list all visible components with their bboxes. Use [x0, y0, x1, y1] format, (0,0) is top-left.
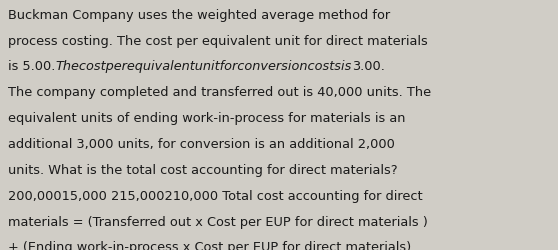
Text: additional 3,000 units, for conversion is an additional 2,000: additional 3,000 units, for conversion i… — [8, 138, 395, 150]
Text: 3.00.: 3.00. — [352, 60, 385, 73]
Text: equivalent units of ending work-in-process for materials is an: equivalent units of ending work-in-proce… — [8, 112, 406, 125]
Text: The company completed and transferred out is 40,000 units. The: The company completed and transferred ou… — [8, 86, 431, 99]
Text: Thecostperequivalentunitforconversioncostsis: Thecostperequivalentunitforconversioncos… — [56, 60, 352, 73]
Text: Buckman Company uses the weighted average method for: Buckman Company uses the weighted averag… — [8, 9, 391, 22]
Text: is 5.00.: is 5.00. — [8, 60, 56, 73]
Text: process costing. The cost per equivalent unit for direct materials: process costing. The cost per equivalent… — [8, 34, 428, 48]
Text: units. What is the total cost accounting for direct materials?: units. What is the total cost accounting… — [8, 163, 398, 176]
Text: materials = (Transferred out x Cost per EUP for direct materials ): materials = (Transferred out x Cost per … — [8, 215, 428, 228]
Text: 200,00015,000 215,000210,000 Total cost accounting for direct: 200,00015,000 215,000210,000 Total cost … — [8, 189, 423, 202]
Text: + (Ending work-in-process x Cost per EUP for direct materials): + (Ending work-in-process x Cost per EUP… — [8, 240, 412, 250]
